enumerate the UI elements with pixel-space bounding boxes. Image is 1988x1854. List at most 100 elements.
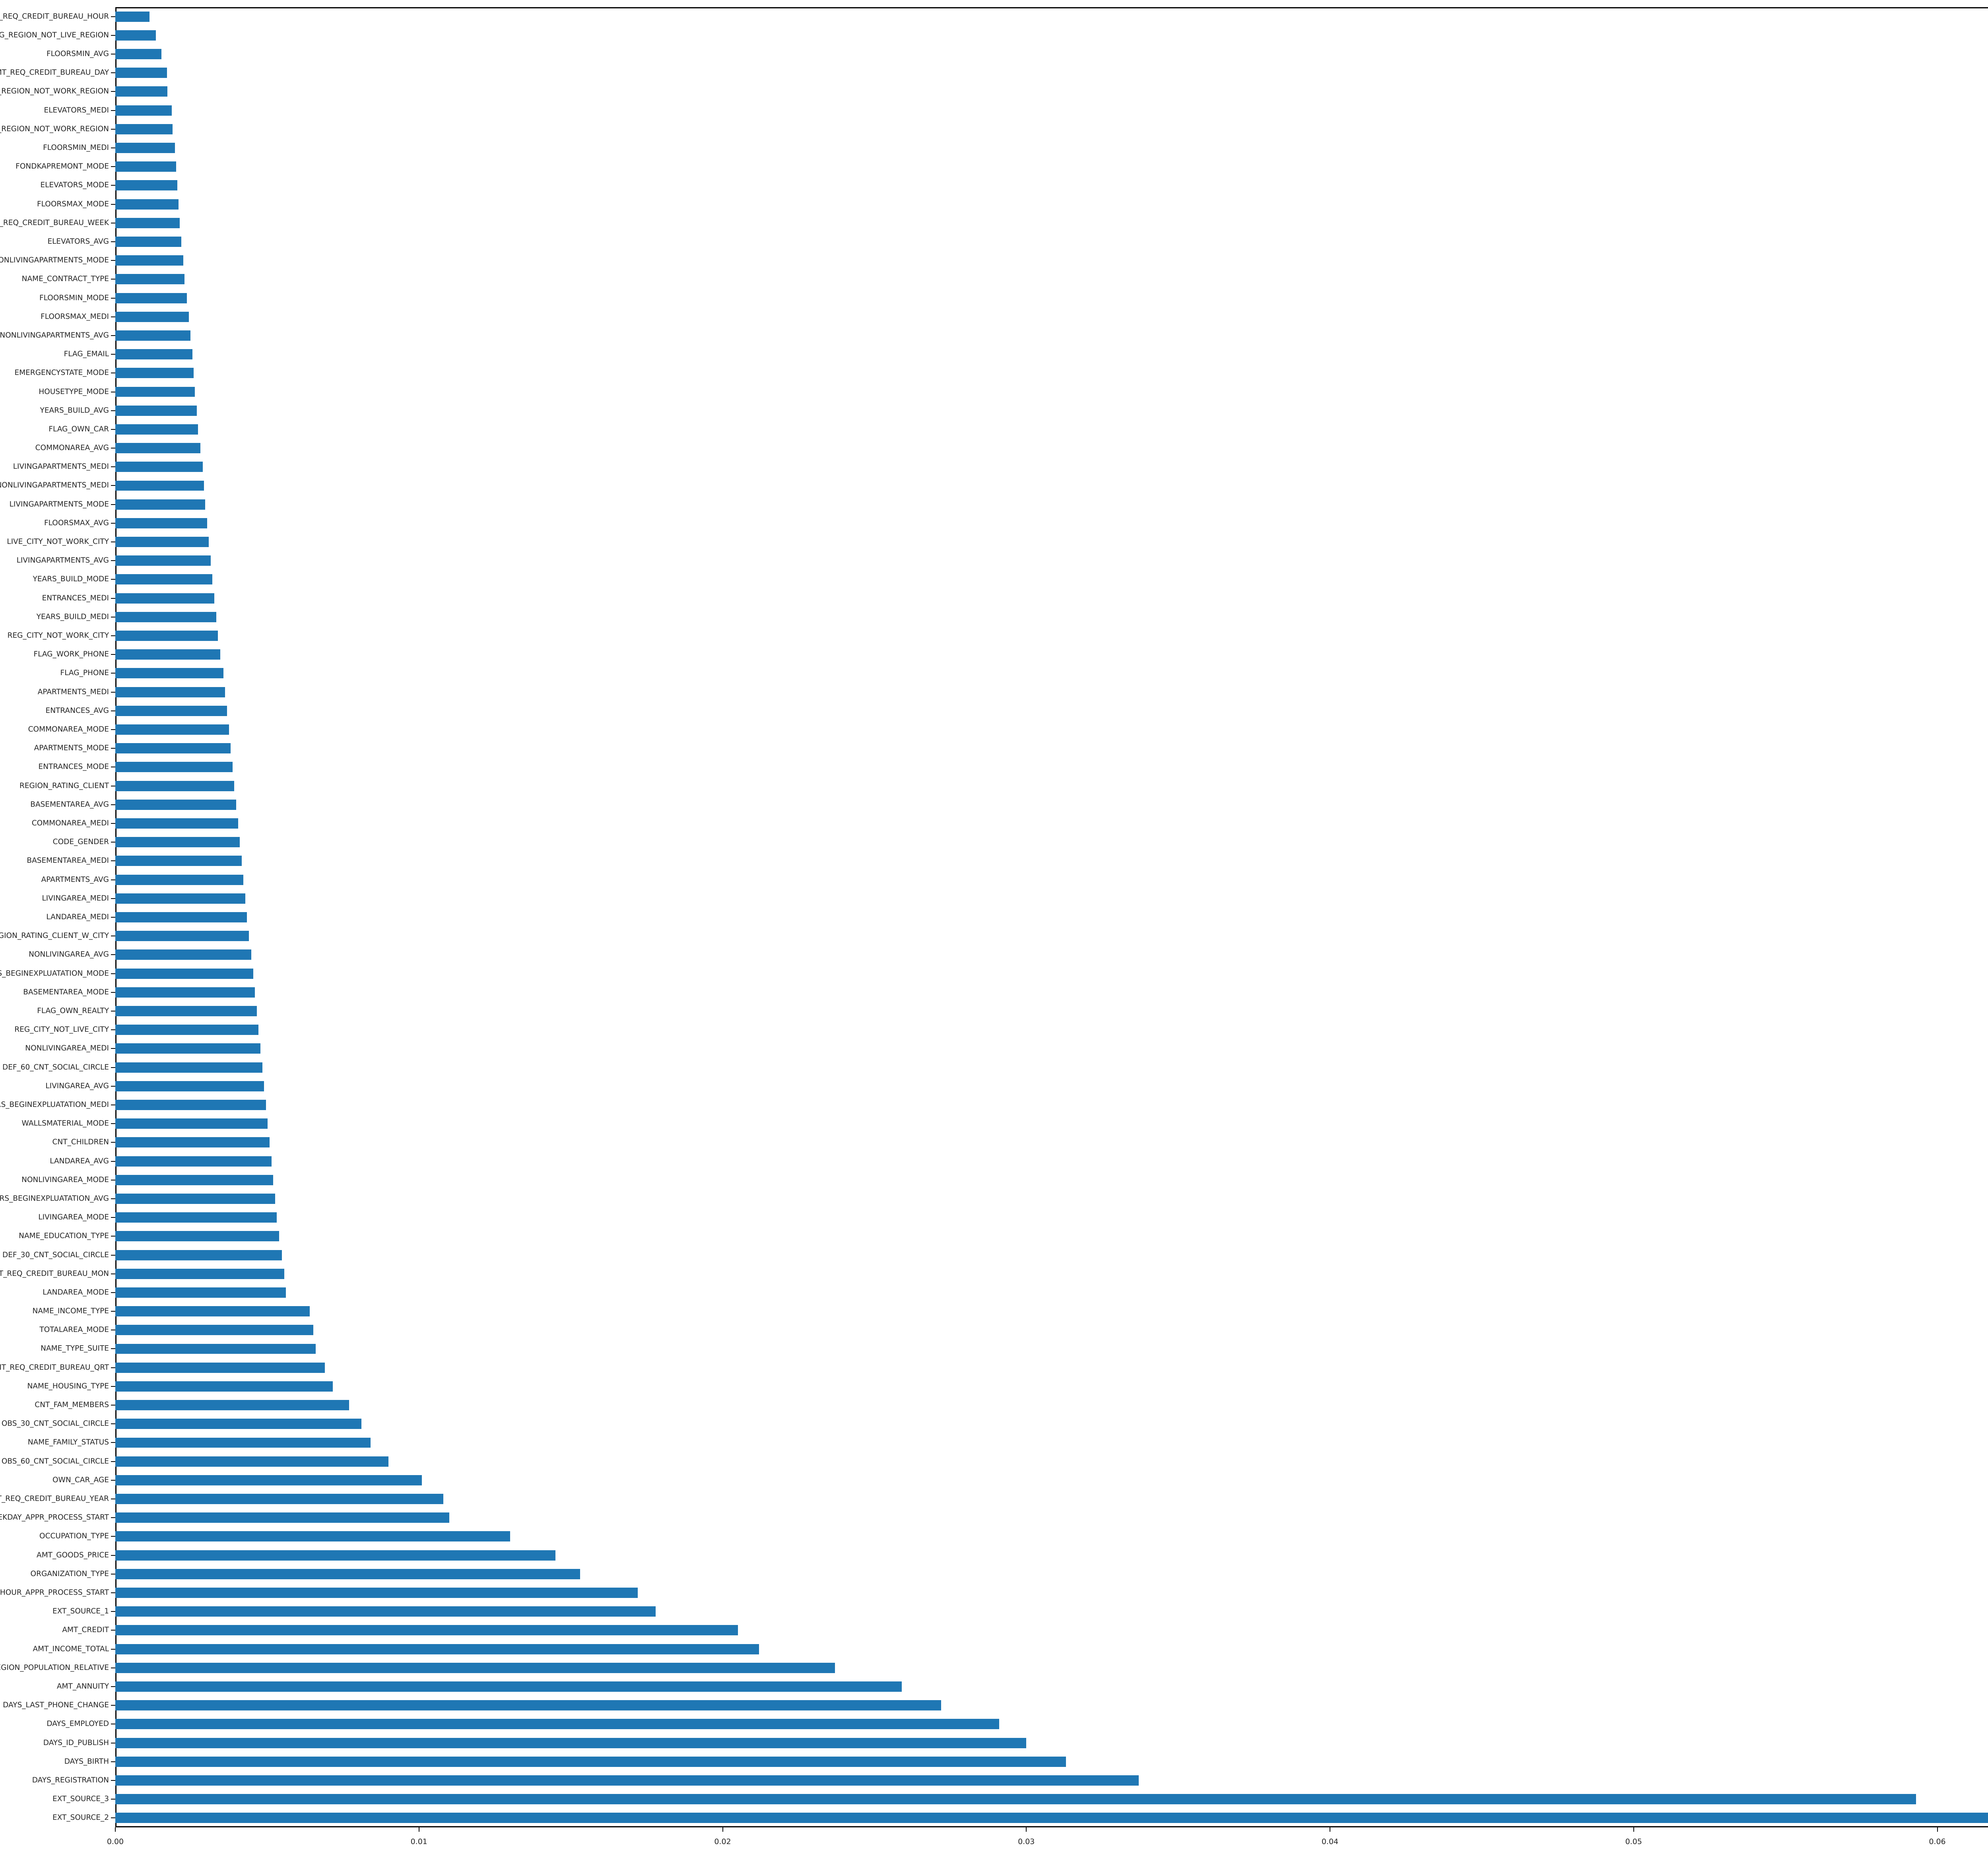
y-tick-mark (111, 1405, 115, 1406)
bar-amt-req-credit-bureau-week[interactable] (115, 217, 180, 228)
bar-occupation-type[interactable] (115, 1531, 510, 1542)
bar-name-education-type[interactable] (115, 1231, 280, 1242)
bar-obs-30-cnt-social-circle[interactable] (115, 1419, 361, 1429)
bar-years-beginexpluatation-mode[interactable] (115, 968, 253, 979)
bar-landarea-medi[interactable] (115, 912, 247, 922)
bar-amt-req-credit-bureau-qrt[interactable] (115, 1362, 325, 1373)
bar-reg-region-not-work-region[interactable] (115, 124, 173, 134)
bar-days-registration[interactable] (115, 1775, 1139, 1786)
bar-amt-req-credit-bureau-year[interactable] (115, 1494, 443, 1505)
bar-floorsmax-avg[interactable] (115, 518, 207, 528)
bar-years-build-medi[interactable] (115, 612, 216, 622)
bar-ext-source-1[interactable] (115, 1606, 656, 1617)
bar-floorsmin-mode[interactable] (115, 293, 187, 303)
bar-apartments-mode[interactable] (115, 743, 231, 754)
bar-obs-60-cnt-social-circle[interactable] (115, 1456, 389, 1467)
bar-flag-own-realty[interactable] (115, 1006, 257, 1016)
bar-livingapartments-mode[interactable] (115, 499, 206, 510)
bar-reg-city-not-work-city[interactable] (115, 631, 218, 641)
bar-emergencystate-mode[interactable] (115, 368, 194, 379)
bar-nonlivingarea-medi[interactable] (115, 1043, 261, 1054)
bar-region-population-relative[interactable] (115, 1662, 835, 1673)
y-tick-label: ELEVATORS_MEDI (44, 106, 109, 115)
bar-elevators-mode[interactable] (115, 180, 177, 191)
bar-region-rating-client[interactable] (115, 780, 235, 791)
bar-amt-req-credit-bureau-day[interactable] (115, 68, 167, 78)
bar-years-beginexpluatation-avg[interactable] (115, 1193, 275, 1204)
bar-basementarea-medi[interactable] (115, 856, 242, 866)
bar-name-type-suite[interactable] (115, 1343, 316, 1354)
bar-floorsmax-mode[interactable] (115, 199, 179, 210)
bar-flag-email[interactable] (115, 349, 192, 360)
bar-wallsmaterial-mode[interactable] (115, 1118, 268, 1129)
bar-apartments-medi[interactable] (115, 687, 225, 697)
bar-name-income-type[interactable] (115, 1306, 310, 1317)
bar-reg-city-not-live-city[interactable] (115, 1025, 259, 1035)
bar-livingarea-avg[interactable] (115, 1081, 264, 1091)
bar-amt-income-total[interactable] (115, 1644, 759, 1654)
bar-row: BASEMENTAREA_MEDI (27, 856, 1988, 866)
bar-region-rating-client-w-city[interactable] (115, 931, 249, 942)
bar-years-beginexpluatation-medi[interactable] (115, 1099, 266, 1110)
bar-elevators-medi[interactable] (115, 105, 172, 116)
bar-commonarea-medi[interactable] (115, 818, 238, 829)
bar-entrances-medi[interactable] (115, 593, 214, 604)
bar-live-region-not-work-region[interactable] (115, 86, 168, 97)
bar-live-city-not-work-city[interactable] (115, 537, 209, 547)
bar-floorsmax-medi[interactable] (115, 311, 189, 322)
bar-entrances-avg[interactable] (115, 705, 227, 716)
bar-commonarea-avg[interactable] (115, 443, 200, 454)
bar-name-housing-type[interactable] (115, 1381, 333, 1392)
bar-livingapartments-medi[interactable] (115, 462, 203, 472)
bar-name-contract-type[interactable] (115, 274, 185, 285)
bar-reg-region-not-live-region[interactable] (115, 30, 156, 41)
bar-livingarea-mode[interactable] (115, 1212, 277, 1223)
bar-landarea-mode[interactable] (115, 1287, 286, 1298)
bar-floorsmin-medi[interactable] (115, 142, 175, 153)
bar-cnt-fam-members[interactable] (115, 1400, 349, 1411)
bar-flag-work-phone[interactable] (115, 649, 221, 660)
bar-floorsmin-avg[interactable] (115, 49, 162, 59)
bar-cnt-children[interactable] (115, 1137, 270, 1148)
bar-amt-credit[interactable] (115, 1625, 738, 1636)
bar-fondkapremont-mode[interactable] (115, 161, 176, 172)
bar-amt-req-credit-bureau-mon[interactable] (115, 1268, 284, 1279)
bar-housetype-mode[interactable] (115, 386, 195, 397)
bar-hour-appr-process-start[interactable] (115, 1588, 638, 1598)
bar-amt-annuity[interactable] (115, 1681, 902, 1692)
bar-days-last-phone-change[interactable] (115, 1700, 942, 1711)
bar-years-build-mode[interactable] (115, 574, 213, 585)
bar-basementarea-mode[interactable] (115, 987, 255, 998)
bar-elevators-avg[interactable] (115, 236, 182, 247)
bar-name-family-status[interactable] (115, 1437, 371, 1448)
bar-nonlivingapartments-mode[interactable] (115, 255, 184, 266)
bar-ext-source-3[interactable] (115, 1794, 1916, 1805)
bar-weekday-appr-process-start[interactable] (115, 1512, 450, 1523)
bar-commonarea-mode[interactable] (115, 724, 229, 735)
bar-nonlivingarea-mode[interactable] (115, 1175, 274, 1185)
bar-ext-source-2[interactable] (115, 1813, 1988, 1823)
bar-amt-req-credit-bureau-hour[interactable] (115, 11, 149, 22)
bar-days-id-publish[interactable] (115, 1738, 1027, 1748)
bar-flag-own-car[interactable] (115, 424, 198, 435)
bar-entrances-mode[interactable] (115, 762, 233, 773)
bar-own-car-age[interactable] (115, 1475, 422, 1485)
bar-livingarea-medi[interactable] (115, 893, 245, 904)
bar-livingapartments-avg[interactable] (115, 555, 211, 566)
bar-nonlivingarea-avg[interactable] (115, 949, 252, 960)
bar-def-30-cnt-social-circle[interactable] (115, 1250, 282, 1260)
bar-nonlivingapartments-medi[interactable] (115, 480, 204, 491)
bar-basementarea-avg[interactable] (115, 799, 236, 810)
bar-apartments-avg[interactable] (115, 874, 244, 885)
bar-amt-goods-price[interactable] (115, 1550, 556, 1561)
bar-flag-phone[interactable] (115, 668, 223, 679)
bar-years-build-avg[interactable] (115, 405, 197, 416)
bar-landarea-avg[interactable] (115, 1156, 272, 1167)
bar-organization-type[interactable] (115, 1569, 580, 1579)
bar-days-birth[interactable] (115, 1756, 1066, 1767)
bar-def-60-cnt-social-circle[interactable] (115, 1062, 262, 1073)
bar-totalarea-mode[interactable] (115, 1325, 313, 1336)
bar-code-gender[interactable] (115, 837, 240, 848)
bar-nonlivingapartments-avg[interactable] (115, 330, 191, 341)
bar-days-employed[interactable] (115, 1719, 999, 1730)
